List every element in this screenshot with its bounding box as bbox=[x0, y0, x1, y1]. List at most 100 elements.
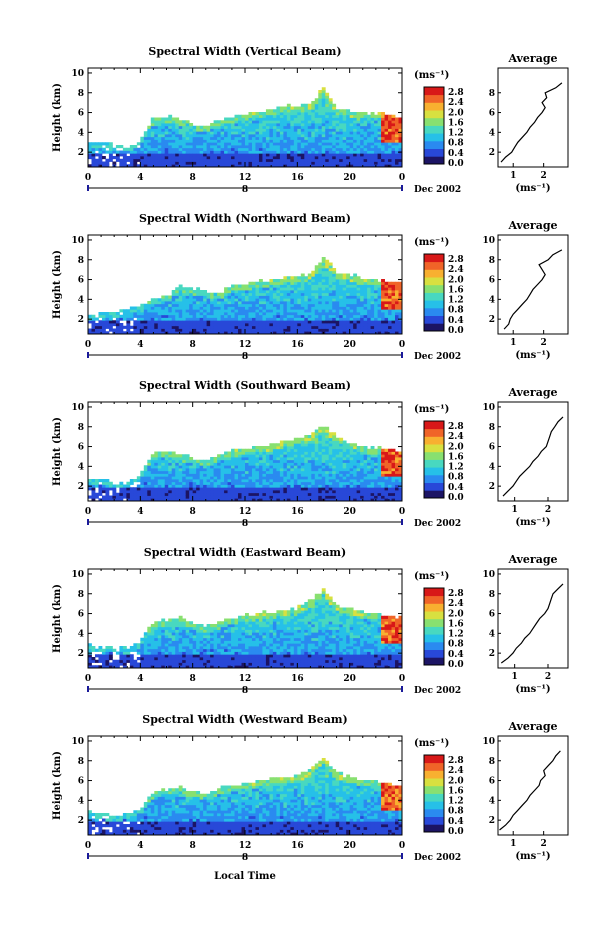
heatmap-cell bbox=[231, 315, 235, 318]
heatmap-cell bbox=[269, 282, 273, 285]
heatmap-cell bbox=[266, 318, 270, 321]
y-axis-label: Height (km) bbox=[52, 250, 63, 319]
heatmap-cell bbox=[269, 452, 273, 455]
heatmap-cell bbox=[280, 443, 284, 446]
heatmap-cell bbox=[158, 142, 162, 145]
heatmap-cell bbox=[360, 329, 364, 332]
heatmap-cell bbox=[228, 460, 232, 463]
heatmap-cell bbox=[186, 290, 190, 293]
heatmap-cell bbox=[196, 485, 200, 488]
heatmap-cell bbox=[308, 471, 312, 474]
heatmap-cell bbox=[367, 285, 371, 288]
heatmap-cell bbox=[364, 159, 368, 162]
heatmap-cell bbox=[287, 482, 291, 485]
heatmap-cell bbox=[252, 159, 256, 162]
heatmap-cell bbox=[301, 487, 305, 490]
heatmap-cell bbox=[378, 126, 382, 129]
heatmap-cell bbox=[231, 287, 235, 290]
heatmap-cell bbox=[105, 487, 109, 490]
heatmap-cell bbox=[395, 460, 399, 463]
heatmap-cell bbox=[304, 460, 308, 463]
heatmap-cell bbox=[378, 118, 382, 121]
heatmap-cell bbox=[329, 140, 333, 143]
heatmap-cell bbox=[308, 474, 312, 477]
heatmap-cell bbox=[276, 159, 280, 162]
heatmap-cell bbox=[290, 304, 294, 307]
heatmap-cell bbox=[346, 123, 350, 126]
heatmap-cell bbox=[252, 326, 256, 329]
heatmap-cell bbox=[350, 112, 354, 115]
heatmap-cell bbox=[137, 487, 141, 490]
heatmap-cell bbox=[116, 485, 120, 488]
heatmap-cell bbox=[182, 490, 186, 493]
heatmap-cell bbox=[378, 112, 382, 115]
heatmap-cell bbox=[252, 156, 256, 159]
x-tick-label: 0 bbox=[399, 340, 405, 350]
heatmap-cell bbox=[203, 129, 207, 132]
heatmap-cell bbox=[385, 156, 389, 159]
heatmap-cell bbox=[287, 449, 291, 452]
heatmap-cell bbox=[357, 487, 361, 490]
heatmap-cell bbox=[231, 307, 235, 310]
heatmap-cell bbox=[105, 482, 109, 485]
heatmap-cell bbox=[290, 482, 294, 485]
heatmap-cell bbox=[228, 153, 232, 156]
heatmap-cell bbox=[308, 120, 312, 123]
heatmap-cell bbox=[276, 485, 280, 488]
heatmap-cell bbox=[318, 468, 322, 471]
heatmap-cell bbox=[332, 279, 336, 282]
heatmap-cell bbox=[364, 137, 368, 140]
heatmap-cell bbox=[207, 142, 211, 145]
heatmap-cell bbox=[283, 109, 287, 112]
heatmap-cell bbox=[235, 312, 239, 315]
heatmap-cell bbox=[273, 296, 277, 299]
heatmap-cell bbox=[210, 329, 214, 332]
heatmap-cell bbox=[374, 320, 378, 323]
heatmap-cell bbox=[266, 479, 270, 482]
timeline-date: Dec 2002 bbox=[414, 519, 461, 529]
heatmap-cell bbox=[235, 293, 239, 296]
heatmap-cell bbox=[297, 457, 301, 460]
heatmap-cell bbox=[297, 109, 301, 112]
heatmap-cell bbox=[266, 115, 270, 118]
heatmap-cell bbox=[371, 482, 375, 485]
heatmap-cell bbox=[315, 142, 319, 145]
heatmap-cell bbox=[238, 468, 242, 471]
heatmap-cell bbox=[126, 487, 130, 490]
heatmap-cell bbox=[336, 293, 340, 296]
heatmap-cell bbox=[189, 457, 193, 460]
heatmap-cell bbox=[385, 468, 389, 471]
heatmap-cell bbox=[248, 112, 252, 115]
heatmap-cell bbox=[262, 326, 266, 329]
heatmap-cell bbox=[343, 137, 347, 140]
heatmap-cell bbox=[318, 123, 322, 126]
heatmap-cell bbox=[329, 438, 333, 441]
heatmap-cell bbox=[322, 148, 326, 151]
heatmap-cell bbox=[175, 290, 179, 293]
heatmap-cell bbox=[151, 485, 155, 488]
heatmap-cell bbox=[364, 162, 368, 165]
heatmap-cell bbox=[217, 151, 221, 154]
heatmap-cell bbox=[357, 485, 361, 488]
heatmap-cell bbox=[385, 454, 389, 457]
heatmap-cell bbox=[283, 126, 287, 129]
heatmap-cell bbox=[238, 296, 242, 299]
heatmap-cell bbox=[318, 162, 322, 165]
heatmap-cell bbox=[357, 468, 361, 471]
heatmap-cell bbox=[336, 126, 340, 129]
heatmap-cell bbox=[168, 320, 172, 323]
heatmap-cell bbox=[182, 301, 186, 304]
heatmap-cell bbox=[315, 112, 319, 115]
heatmap-cell bbox=[322, 430, 326, 433]
heatmap-cell bbox=[304, 279, 308, 282]
heatmap-cell bbox=[95, 326, 99, 329]
heatmap-cell bbox=[350, 285, 354, 288]
heatmap-cell bbox=[165, 326, 169, 329]
heatmap-cell bbox=[262, 449, 266, 452]
heatmap-cell bbox=[360, 490, 364, 493]
heatmap-cell bbox=[374, 140, 378, 143]
heatmap-cell bbox=[273, 287, 277, 290]
heatmap-cell bbox=[235, 485, 239, 488]
heatmap-cell bbox=[123, 490, 127, 493]
